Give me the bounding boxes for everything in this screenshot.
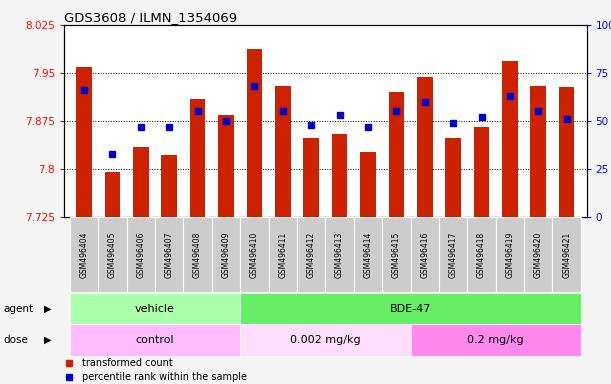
Bar — [496, 217, 524, 292]
Bar — [389, 92, 404, 217]
Text: agent: agent — [3, 304, 33, 314]
Bar — [190, 99, 205, 217]
Bar — [70, 324, 240, 356]
Text: GSM496404: GSM496404 — [79, 231, 89, 278]
Bar — [559, 87, 574, 217]
Bar — [439, 217, 467, 292]
Bar — [240, 217, 269, 292]
Text: GSM496407: GSM496407 — [165, 231, 174, 278]
Bar — [76, 66, 92, 217]
Bar — [240, 293, 581, 324]
Bar — [411, 324, 581, 356]
Bar — [126, 217, 155, 292]
Bar — [218, 114, 234, 217]
Text: vehicle: vehicle — [135, 304, 175, 314]
Bar — [530, 86, 546, 217]
Bar — [360, 152, 376, 217]
Text: GSM496408: GSM496408 — [193, 231, 202, 278]
Text: GSM496411: GSM496411 — [278, 231, 287, 278]
Text: 0.2 mg/kg: 0.2 mg/kg — [467, 335, 524, 345]
Bar — [240, 324, 411, 356]
Bar — [133, 147, 148, 217]
Bar — [474, 127, 489, 217]
Bar — [552, 217, 581, 292]
Text: percentile rank within the sample: percentile rank within the sample — [82, 372, 247, 382]
Bar — [269, 217, 297, 292]
Bar — [467, 217, 496, 292]
Text: dose: dose — [3, 335, 28, 345]
Text: GSM496405: GSM496405 — [108, 231, 117, 278]
Text: BDE-47: BDE-47 — [390, 304, 431, 314]
Bar — [161, 155, 177, 217]
Text: 0.002 mg/kg: 0.002 mg/kg — [290, 335, 360, 345]
Bar — [98, 217, 126, 292]
Text: transformed count: transformed count — [82, 358, 173, 368]
Bar — [326, 217, 354, 292]
Bar — [212, 217, 240, 292]
Bar — [247, 49, 262, 217]
Text: GSM496412: GSM496412 — [307, 231, 316, 278]
Text: ▶: ▶ — [44, 304, 51, 314]
Bar — [524, 217, 552, 292]
Text: GSM496419: GSM496419 — [505, 231, 514, 278]
Text: GSM496418: GSM496418 — [477, 231, 486, 278]
Bar — [70, 217, 98, 292]
Bar — [417, 77, 433, 217]
Text: control: control — [136, 335, 174, 345]
Text: GDS3608 / ILMN_1354069: GDS3608 / ILMN_1354069 — [64, 11, 237, 24]
Text: GSM496420: GSM496420 — [534, 231, 543, 278]
Bar — [382, 217, 411, 292]
Text: GSM496413: GSM496413 — [335, 231, 344, 278]
Text: GSM496415: GSM496415 — [392, 231, 401, 278]
Bar — [297, 217, 326, 292]
Text: GSM496421: GSM496421 — [562, 231, 571, 278]
Bar — [303, 138, 319, 217]
Text: GSM496414: GSM496414 — [364, 231, 373, 278]
Bar — [411, 217, 439, 292]
Text: GSM496410: GSM496410 — [250, 231, 259, 278]
Text: GSM496409: GSM496409 — [221, 231, 230, 278]
Bar — [502, 61, 518, 217]
Bar — [445, 138, 461, 217]
Text: GSM496416: GSM496416 — [420, 231, 430, 278]
Text: GSM496406: GSM496406 — [136, 231, 145, 278]
Bar — [104, 172, 120, 217]
Text: GSM496417: GSM496417 — [448, 231, 458, 278]
Bar — [332, 134, 348, 217]
Text: ▶: ▶ — [44, 335, 51, 345]
Bar — [183, 217, 212, 292]
Bar — [275, 86, 291, 217]
Bar — [354, 217, 382, 292]
Bar — [70, 293, 240, 324]
Bar — [155, 217, 183, 292]
